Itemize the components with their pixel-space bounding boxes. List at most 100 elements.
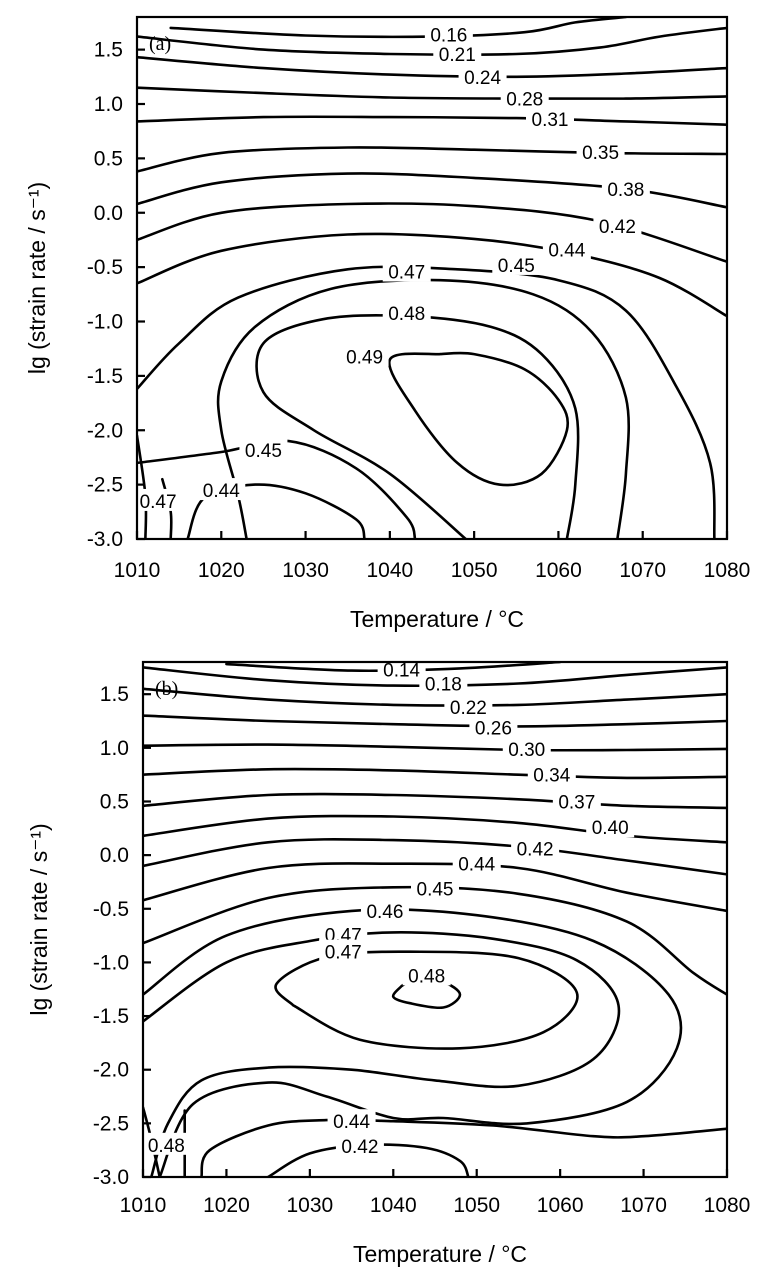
contour-label-background [402, 963, 451, 986]
contour-label-background [360, 898, 409, 921]
contour-label-background [576, 139, 625, 162]
contour-label: 0.35 [582, 143, 619, 164]
contour-line [143, 908, 683, 1177]
x-tick-label: 1020 [203, 1194, 250, 1217]
contour-label: 0.48 [408, 966, 445, 987]
contour-label: 0.48 [148, 1136, 185, 1157]
contour-label: 0.31 [532, 110, 569, 131]
contour-label-background [452, 851, 501, 874]
contour-label-background [411, 876, 459, 899]
contour-label: 0.40 [592, 818, 629, 839]
x-axis-title: Temperature / °C [353, 1241, 527, 1267]
y-tick-label: 0.0 [94, 202, 123, 225]
panel-label: (b) [155, 678, 178, 700]
y-tick-label: 0.0 [100, 844, 129, 867]
contour-line [266, 1143, 470, 1177]
contour-label: 0.46 [366, 902, 403, 923]
contour-label-background [319, 922, 368, 945]
x-tick-label: 1010 [114, 559, 161, 582]
x-tick-label: 1030 [282, 559, 329, 582]
x-tick-label: 1070 [619, 559, 666, 582]
contour-label-background [526, 107, 574, 130]
contour-label: 0.18 [425, 674, 462, 695]
contour-line [143, 792, 727, 810]
contour-label: 0.44 [458, 855, 495, 876]
contour-label: 0.42 [341, 1137, 378, 1158]
contour-label-background [327, 1109, 376, 1132]
contour-label: 0.30 [508, 740, 545, 761]
contour-label: 0.45 [498, 256, 535, 277]
contour-label-background [340, 344, 389, 367]
y-tick-label: -1.5 [87, 365, 123, 388]
contour-line [143, 714, 727, 728]
y-tick-label: 1.0 [94, 93, 123, 116]
y-tick-label: -1.5 [93, 1005, 129, 1028]
contour-line [143, 767, 727, 780]
contour-label-background [444, 695, 493, 718]
x-axis-title: Temperature / °C [350, 606, 524, 632]
contour-label-background [335, 1133, 384, 1156]
panel-label: (a) [149, 33, 171, 55]
y-tick-label: -2.5 [87, 474, 123, 497]
contour-line [186, 483, 366, 539]
contour-label: 0.47 [325, 943, 362, 964]
contour-label: 0.47 [140, 492, 177, 513]
contour-label: 0.45 [417, 879, 454, 900]
contour-line [255, 314, 580, 539]
x-tick-label: 1080 [704, 559, 751, 582]
contour-label: 0.22 [450, 698, 487, 719]
contour-label-background [458, 64, 507, 87]
contour-label-background [319, 939, 368, 962]
contour-line [137, 232, 727, 318]
contour-label-background [492, 252, 541, 275]
contour-label: 0.37 [558, 792, 595, 813]
y-tick-label: 1.0 [100, 737, 129, 760]
contour-line [274, 950, 579, 1050]
contour-label-background [433, 41, 482, 64]
panel-a: 0.160.210.240.280.310.350.380.420.440.45… [24, 15, 751, 632]
contour-label-background [469, 715, 518, 738]
contour-label-background [601, 176, 650, 199]
contour-line [137, 55, 727, 79]
x-tick-label: 1040 [366, 559, 413, 582]
x-tick-label: 1050 [453, 1194, 500, 1217]
contour-label-background [527, 762, 576, 785]
y-tick-label: -0.5 [93, 898, 129, 921]
contour-label: 0.14 [383, 661, 420, 682]
y-tick-label: -3.0 [87, 528, 123, 551]
contour-label-background [197, 478, 246, 501]
contour-label-background [542, 237, 591, 260]
y-tick-label: 0.5 [94, 147, 123, 170]
contour-label-background [586, 815, 635, 838]
contour-label-background [134, 488, 183, 511]
y-tick-label: -1.0 [87, 311, 123, 334]
contour-label: 0.49 [346, 347, 383, 368]
y-tick-label: -0.5 [87, 256, 123, 279]
contour-label-background [552, 789, 601, 812]
x-tick-label: 1080 [704, 1194, 751, 1217]
y-tick-label: 1.5 [100, 683, 129, 706]
contour-label: 0.45 [245, 441, 282, 462]
contour-label: 0.42 [517, 840, 554, 861]
contour-label: 0.42 [599, 217, 636, 238]
y-tick-label: 0.5 [100, 790, 129, 813]
contour-label-background [142, 1132, 191, 1155]
contour-label: 0.48 [388, 304, 425, 325]
x-tick-label: 1020 [198, 559, 245, 582]
contour-line [137, 115, 727, 126]
plot-frame [141, 660, 729, 1179]
contour-label-background [239, 437, 288, 460]
y-tick-label: -2.0 [87, 419, 123, 442]
contour-line [143, 885, 727, 996]
contour-label-background [382, 259, 431, 282]
contour-line [143, 838, 727, 876]
contour-lines [143, 662, 727, 1177]
x-tick-label: 1070 [620, 1194, 667, 1217]
y-tick-label: -2.5 [93, 1112, 129, 1135]
contour-line [137, 26, 727, 56]
contour-label: 0.38 [607, 180, 644, 201]
contour-line [143, 743, 727, 752]
contour-label-background [502, 736, 551, 759]
contour-label: 0.44 [203, 481, 240, 502]
x-tick-label: 1010 [120, 1194, 167, 1217]
